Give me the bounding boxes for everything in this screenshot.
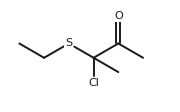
Text: Cl: Cl <box>88 78 99 88</box>
Text: O: O <box>114 11 123 21</box>
Text: S: S <box>65 39 72 48</box>
